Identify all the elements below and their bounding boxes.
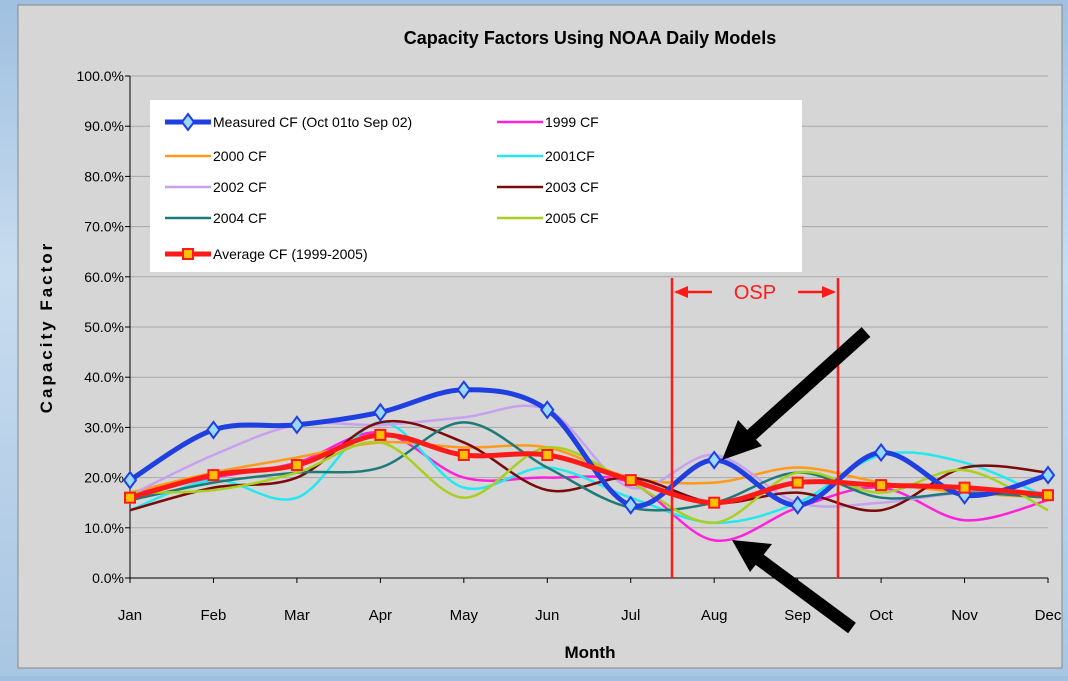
- x-tick-label: Jan: [118, 607, 142, 624]
- legend-label: 2003 CF: [545, 179, 599, 195]
- y-tick-label: 100.0%: [77, 68, 124, 84]
- chart: Capacity Factors Using NOAA Daily Models…: [0, 0, 1068, 676]
- x-tick-label: Jul: [621, 607, 640, 624]
- point-marker: [1043, 490, 1053, 500]
- y-tick-label: 0.0%: [92, 570, 124, 586]
- x-tick-label: Feb: [201, 607, 227, 624]
- x-axis-label: Month: [565, 643, 616, 662]
- point-marker: [125, 493, 135, 503]
- legend-label: 1999 CF: [545, 114, 599, 130]
- y-tick-label: 30.0%: [84, 419, 124, 435]
- x-tick-label: Nov: [951, 607, 978, 624]
- point-marker: [542, 450, 552, 460]
- legend-label: 2005 CF: [545, 210, 599, 226]
- point-marker: [960, 483, 970, 493]
- y-tick-label: 10.0%: [84, 520, 124, 536]
- legend-label: 2002 CF: [213, 179, 267, 195]
- annotation: OSP: [734, 282, 776, 304]
- y-tick-label: 60.0%: [84, 269, 124, 285]
- legend-label: Average CF (1999-2005): [213, 246, 368, 262]
- x-tick-label: Jun: [535, 607, 559, 624]
- point-marker: [292, 460, 302, 470]
- point-marker: [183, 249, 193, 259]
- legend-label: 2001CF: [545, 148, 595, 164]
- legend-label: 2004 CF: [213, 210, 267, 226]
- x-tick-label: Mar: [284, 607, 310, 624]
- y-tick-label: 70.0%: [84, 219, 124, 235]
- point-marker: [375, 430, 385, 440]
- page: Capacity Factors Using NOAA Daily Models…: [0, 0, 1068, 676]
- point-marker: [459, 450, 469, 460]
- x-tick-label: May: [450, 607, 479, 624]
- point-marker: [876, 480, 886, 490]
- point-marker: [709, 498, 719, 508]
- y-tick-label: 20.0%: [84, 470, 124, 486]
- legend-label: Measured CF (Oct 01to Sep 02): [213, 114, 412, 130]
- point-marker: [208, 470, 218, 480]
- y-axis-label: Capacity Factor: [37, 241, 56, 414]
- x-tick-label: Sep: [784, 607, 811, 624]
- y-tick-label: 40.0%: [84, 369, 124, 385]
- point-marker: [793, 478, 803, 488]
- y-tick-label: 80.0%: [84, 168, 124, 184]
- chart-title: Capacity Factors Using NOAA Daily Models: [404, 28, 776, 48]
- legend-label: 2000 CF: [213, 148, 267, 164]
- x-tick-label: Dec: [1035, 607, 1062, 624]
- point-marker: [626, 475, 636, 485]
- x-tick-label: Aug: [701, 607, 728, 624]
- y-tick-label: 90.0%: [84, 118, 124, 134]
- x-tick-label: Apr: [369, 607, 392, 624]
- x-tick-label: Oct: [869, 607, 893, 624]
- y-tick-label: 50.0%: [84, 319, 124, 335]
